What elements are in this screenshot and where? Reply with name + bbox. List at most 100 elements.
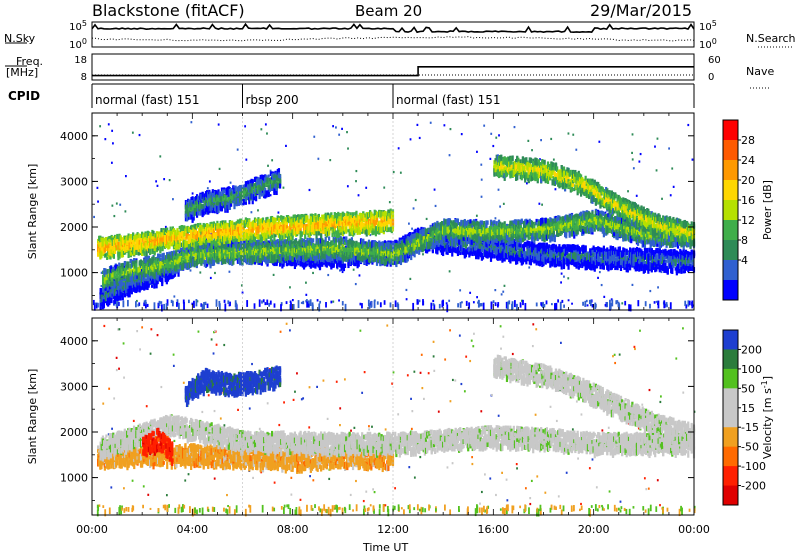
echo-cell bbox=[459, 241, 462, 246]
echo-cell bbox=[493, 240, 496, 247]
scatter-cell bbox=[186, 267, 189, 271]
echo-cell bbox=[223, 255, 226, 261]
ground-scatter-cell bbox=[144, 299, 147, 305]
echo-cell bbox=[673, 262, 676, 266]
echo-cell bbox=[573, 252, 576, 260]
scatter-cell bbox=[357, 194, 360, 197]
ground-scatter-cell bbox=[246, 300, 249, 307]
echo-cell bbox=[100, 288, 103, 296]
echo-cell bbox=[631, 252, 634, 261]
scatter-cell bbox=[341, 270, 344, 274]
echo-cell bbox=[451, 249, 454, 257]
ground-scatter-cell bbox=[412, 302, 415, 311]
echo-cell bbox=[611, 249, 615, 255]
echo-cell bbox=[681, 258, 684, 263]
echo-cell bbox=[546, 258, 550, 264]
echo-cell bbox=[337, 258, 340, 263]
scatter-cell bbox=[383, 186, 386, 189]
echo-cell bbox=[608, 250, 611, 259]
echo-cell bbox=[209, 256, 212, 261]
echo-cell bbox=[572, 244, 575, 248]
ground-scatter-cell bbox=[433, 304, 436, 311]
echo-cell bbox=[130, 275, 133, 284]
scatter-cell bbox=[352, 268, 355, 271]
echo-cell bbox=[541, 255, 544, 262]
scatter-cell bbox=[560, 272, 563, 275]
ground-scatter-cell bbox=[309, 299, 312, 307]
echo-cell bbox=[463, 249, 466, 257]
echo-cell bbox=[223, 249, 226, 254]
echo-cell bbox=[527, 243, 530, 248]
scatter-cell bbox=[639, 152, 642, 156]
echo-cell bbox=[550, 249, 553, 256]
echo-cell bbox=[660, 264, 664, 271]
echo-cell bbox=[559, 250, 562, 259]
echo-cell bbox=[635, 264, 639, 268]
scatter-cell bbox=[668, 147, 670, 150]
echo-cell bbox=[533, 255, 536, 263]
echo-cell bbox=[138, 278, 141, 285]
echo-cell bbox=[561, 255, 564, 264]
echo-cell bbox=[646, 265, 649, 271]
echo-cell bbox=[113, 288, 117, 296]
echo-cell bbox=[602, 252, 605, 261]
echo-cell bbox=[190, 255, 193, 263]
echo-cell bbox=[130, 286, 133, 295]
echo-cell bbox=[618, 247, 621, 254]
echo-cell bbox=[201, 243, 204, 249]
scatter-cell bbox=[531, 149, 533, 152]
ground-scatter-cell bbox=[235, 302, 238, 310]
scatter-cell bbox=[449, 127, 452, 131]
scatter-cell bbox=[469, 291, 472, 294]
echo-cell bbox=[112, 291, 115, 297]
echo-cell bbox=[203, 259, 206, 267]
echo-cell bbox=[582, 255, 585, 263]
echo-cell bbox=[105, 284, 108, 288]
ground-scatter-cell bbox=[153, 302, 156, 310]
echo-cell bbox=[137, 267, 140, 272]
echo-cell bbox=[676, 264, 680, 271]
echo-cell bbox=[168, 274, 171, 280]
echo-cell bbox=[519, 240, 522, 248]
echo-cell bbox=[437, 244, 440, 250]
echo-cell bbox=[614, 247, 617, 251]
echo-cell bbox=[418, 236, 421, 242]
echo-cell bbox=[442, 245, 445, 253]
scatter-cell bbox=[156, 184, 159, 187]
echo-cell bbox=[451, 247, 454, 253]
echo-cell bbox=[116, 289, 119, 294]
ground-scatter-cell bbox=[506, 301, 509, 310]
echo-cell bbox=[516, 252, 519, 260]
echo-cell bbox=[158, 266, 161, 273]
echo-cell bbox=[460, 238, 463, 246]
echo-cell bbox=[202, 250, 205, 256]
echo-cell bbox=[293, 261, 297, 270]
echo-cell bbox=[643, 247, 647, 252]
echo-cell bbox=[485, 250, 488, 259]
echo-cell bbox=[561, 252, 564, 258]
echo-cell bbox=[500, 247, 503, 254]
echo-cell bbox=[558, 257, 561, 264]
echo-cell bbox=[114, 293, 118, 301]
ground-scatter-cell bbox=[170, 299, 173, 304]
echo-cell bbox=[162, 252, 165, 260]
echo-cell bbox=[582, 247, 585, 253]
echo-cell bbox=[150, 276, 154, 284]
ground-scatter-cell bbox=[143, 300, 146, 303]
ground-scatter-cell bbox=[514, 300, 516, 308]
echo-cell bbox=[147, 270, 151, 275]
echo-cell bbox=[191, 258, 194, 263]
echo-cell bbox=[519, 255, 522, 263]
echo-cell bbox=[172, 268, 176, 274]
echo-cell bbox=[103, 268, 106, 276]
echo-cell bbox=[436, 243, 439, 248]
scatter-cell bbox=[119, 203, 122, 206]
echo-cell bbox=[665, 255, 668, 259]
echo-cell bbox=[572, 252, 575, 257]
echo-cell bbox=[102, 275, 105, 280]
echo-cell bbox=[599, 262, 602, 270]
echo-cell bbox=[603, 251, 607, 257]
echo-cell bbox=[510, 251, 513, 255]
echo-cell bbox=[236, 255, 239, 261]
echo-cell bbox=[679, 254, 682, 263]
